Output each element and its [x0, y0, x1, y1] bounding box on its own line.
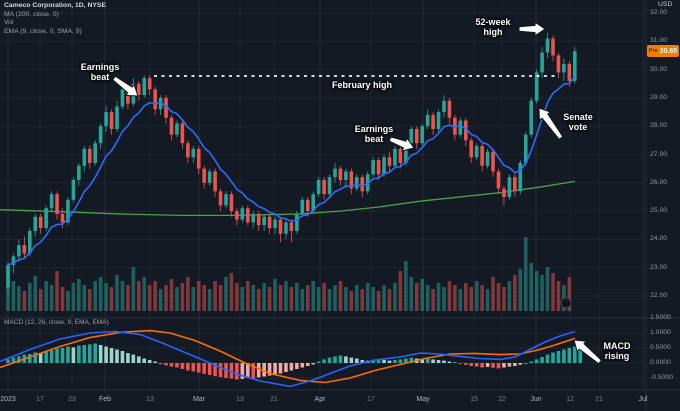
macd-indicator-label[interactable]: MACD (12, 26, close, 9, EMA, EMA) [4, 319, 109, 326]
time-tick-label: 21 [270, 396, 278, 403]
annotation-arrow [112, 75, 139, 97]
time-tick-label: Apr [314, 396, 326, 403]
annotation-arrow [388, 136, 415, 152]
annotation-text: high [483, 27, 503, 37]
ema-indicator-label[interactable]: EMA (9, close, 0, SMA, 9) [4, 27, 82, 35]
macd-tick-label: -0.5000 [650, 374, 674, 381]
annotation-text: Senate [563, 112, 593, 122]
macd-tick-label: 0.5000 [650, 344, 671, 351]
price-tick-label: 24.00 [650, 235, 668, 243]
time-tick-label: 21 [595, 396, 603, 403]
macd-lines [0, 329, 576, 388]
ma200-line [0, 180, 576, 216]
annotation-52-week-high: 52-week high [475, 17, 510, 37]
time-tick-label: 17 [36, 396, 44, 403]
time-tick-label: 13 [146, 396, 154, 403]
annotation-earnings-beat-1: Earnings beat [81, 62, 120, 82]
ema-line [7, 76, 576, 266]
volume-indicator-label[interactable]: Vol [4, 19, 14, 27]
price-tick-label: 23.00 [650, 263, 668, 271]
watermark-icon [560, 297, 572, 309]
annotation-text: MACD [603, 341, 631, 351]
macd-tick-label: 1.5000 [650, 314, 671, 321]
time-tick-label: Jul [638, 396, 648, 403]
candlesticks [6, 32, 577, 294]
annotation-text: Earnings [354, 124, 394, 134]
annotation-text: beat [364, 134, 384, 144]
price-tick-label: 30.00 [650, 65, 668, 73]
annotation-text: Earnings [80, 62, 120, 72]
price-axis-currency-label: USD [658, 1, 673, 8]
annotation-text: rising [604, 351, 630, 361]
grid-lines [0, 0, 646, 390]
price-tick-label: 26.00 [650, 178, 668, 186]
ma-indicator-label[interactable]: MA (200, close, 0) [4, 10, 59, 18]
time-tick-label: 23 [68, 396, 76, 403]
annotation-february-high: February high [332, 80, 392, 90]
price-tick-label: 29.00 [650, 93, 668, 101]
annotation-earnings-beat-2: Earnings beat [355, 124, 394, 144]
time-tick-label: 13 [236, 396, 244, 403]
time-tick-label: May [416, 396, 430, 403]
time-tick-label: Mar [192, 396, 206, 403]
annotation-arrows [112, 21, 603, 365]
time-tick-label: Jun [530, 396, 542, 403]
chart-legend[interactable]: Cameco Corporation, 1D, NYSE MA (200, cl… [4, 2, 106, 36]
annotation-text: 52-week [475, 17, 511, 27]
time-tick-label: 15 [470, 396, 478, 403]
time-tick-label: Feb [98, 396, 112, 403]
time-tick-label: 17 [367, 396, 375, 403]
time-tick-label: 2023 [0, 396, 16, 403]
last-price-value: 30.65 [659, 47, 678, 55]
annotation-text: vote [568, 122, 588, 132]
time-tick-label: 22 [498, 396, 506, 403]
macd-histogram [6, 343, 583, 380]
annotation-text: beat [90, 72, 110, 82]
price-tick-label: 31.00 [650, 37, 668, 45]
symbol-title[interactable]: Cameco Corporation, 1D, NYSE [4, 2, 106, 9]
volume-bars [6, 237, 572, 311]
price-tick-label: 25.00 [650, 207, 668, 215]
macd-tick-label: 1.0000 [650, 329, 671, 336]
price-tick-label: 32.00 [650, 9, 668, 16]
price-tick-label: 27.00 [650, 150, 668, 158]
price-tick-label: 28.00 [650, 122, 668, 130]
annotation-macd-rising: MACD rising [604, 341, 631, 361]
annotation-arrow [538, 107, 564, 140]
last-price-badge: Pre 30.65 [647, 45, 679, 57]
annotation-text: February high [331, 80, 393, 90]
time-tick-label: 12 [566, 396, 574, 403]
annotation-arrow [573, 339, 603, 365]
annotation-arrow [518, 21, 546, 37]
annotation-senate-vote: Senate vote [563, 112, 593, 132]
price-tick-label: 22.00 [650, 292, 668, 299]
macd-tick-label: 0.0000 [650, 359, 671, 366]
premarket-label: Pre [648, 48, 658, 54]
